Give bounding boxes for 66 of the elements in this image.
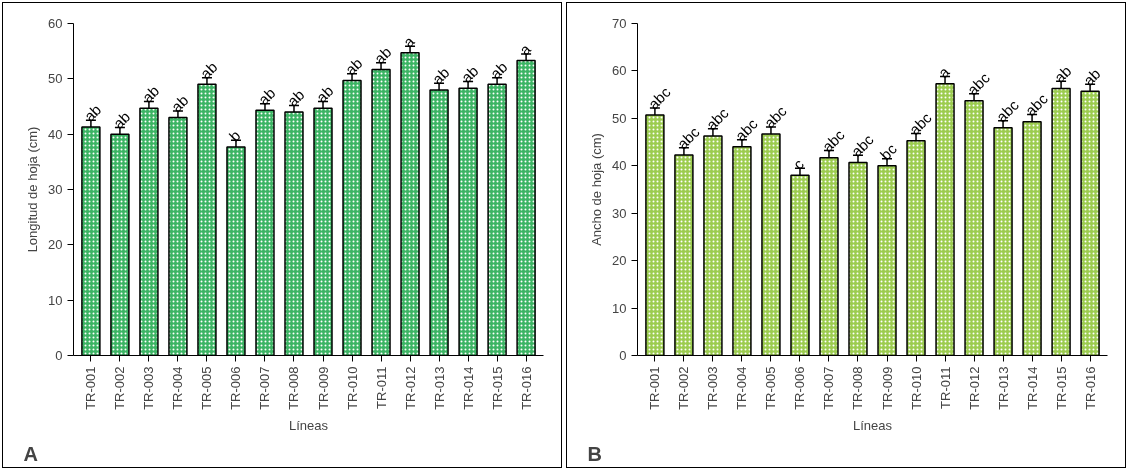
x-tick-label: TR-004 xyxy=(734,366,750,410)
data-label: ab xyxy=(428,63,453,88)
y-axis-title: Ancho de hoja (cm) xyxy=(589,133,605,246)
x-tick-label: TR-009 xyxy=(315,366,331,410)
x-tick-label: TR-001 xyxy=(647,366,663,410)
y-tick-label: 10 xyxy=(612,300,627,316)
data-label: ab xyxy=(167,91,192,116)
data-label: abc xyxy=(760,102,791,132)
x-tick-label: TR-002 xyxy=(112,366,128,410)
x-tick-label: TR-005 xyxy=(763,366,779,410)
x-tick-label: TR-006 xyxy=(792,366,808,410)
x-tick-label: TR-003 xyxy=(705,366,721,410)
y-tick-label: 70 xyxy=(612,16,627,31)
x-tick-label: TR-011 xyxy=(373,366,389,409)
x-tick-label: TR-007 xyxy=(257,366,273,410)
y-tick-label: 60 xyxy=(612,63,627,79)
data-label: ab xyxy=(80,100,105,125)
x-tick-label: TR-013 xyxy=(995,366,1011,410)
y-tick-label: 40 xyxy=(612,158,627,174)
x-tick-label: TR-016 xyxy=(1082,366,1098,410)
x-tick-label: TR-013 xyxy=(431,366,447,410)
y-tick-label: 0 xyxy=(55,348,63,363)
x-tick-label: TR-006 xyxy=(228,366,244,410)
y-tick-label: 60 xyxy=(48,16,63,31)
x-tick-label: TR-011 xyxy=(937,366,953,409)
x-tick-label: TR-014 xyxy=(460,366,476,410)
y-tick-label: 30 xyxy=(612,205,627,221)
x-tick-label: TR-008 xyxy=(286,366,302,410)
y-axis-title: Longitud de hoja (cm) xyxy=(25,126,41,253)
data-label: abc xyxy=(702,103,733,134)
y-tick-label: 50 xyxy=(612,110,627,126)
data-label: a xyxy=(515,39,535,59)
x-tick-label: TR-014 xyxy=(1024,366,1040,410)
x-tick-label: TR-012 xyxy=(402,366,418,410)
x-tick-label: TR-010 xyxy=(344,366,360,410)
x-tick-label: TR-016 xyxy=(518,366,534,410)
data-label: abc xyxy=(731,114,762,145)
y-tick-label: 30 xyxy=(48,182,63,197)
x-tick-label: TR-007 xyxy=(821,366,837,410)
x-tick-label: TR-005 xyxy=(199,366,215,410)
data-label: abc xyxy=(847,130,878,160)
x-tick-label: TR-004 xyxy=(170,366,186,410)
y-tick-label: 20 xyxy=(612,253,627,269)
data-label: abc xyxy=(644,83,675,113)
data-label: abc xyxy=(905,108,936,139)
data-label: abc xyxy=(673,122,704,153)
text: B xyxy=(587,442,602,465)
y-tick-label: 50 xyxy=(48,71,63,87)
y-tick-label: 20 xyxy=(48,237,63,253)
x-tick-label: TR-015 xyxy=(489,366,505,410)
x-tick-label: TR-003 xyxy=(141,366,157,410)
x-tick-label: TR-008 xyxy=(850,366,866,410)
x-tick-label: TR-001 xyxy=(83,366,99,410)
x-tick-label: TR-010 xyxy=(908,366,924,410)
y-tick-label: 0 xyxy=(619,348,627,363)
data-label: abc xyxy=(963,68,994,99)
x-axis-title: Líneas xyxy=(852,417,893,433)
y-tick-label: 40 xyxy=(48,126,63,142)
x-tick-label: TR-009 xyxy=(879,366,895,410)
x-axis-title: Líneas xyxy=(288,417,329,433)
data-label: abc xyxy=(992,95,1023,126)
x-tick-label: TR-002 xyxy=(676,366,692,410)
text: A xyxy=(23,442,38,465)
x-tick-label: TR-012 xyxy=(966,366,982,410)
y-tick-label: 10 xyxy=(48,292,63,308)
x-tick-label: TR-015 xyxy=(1053,366,1069,410)
